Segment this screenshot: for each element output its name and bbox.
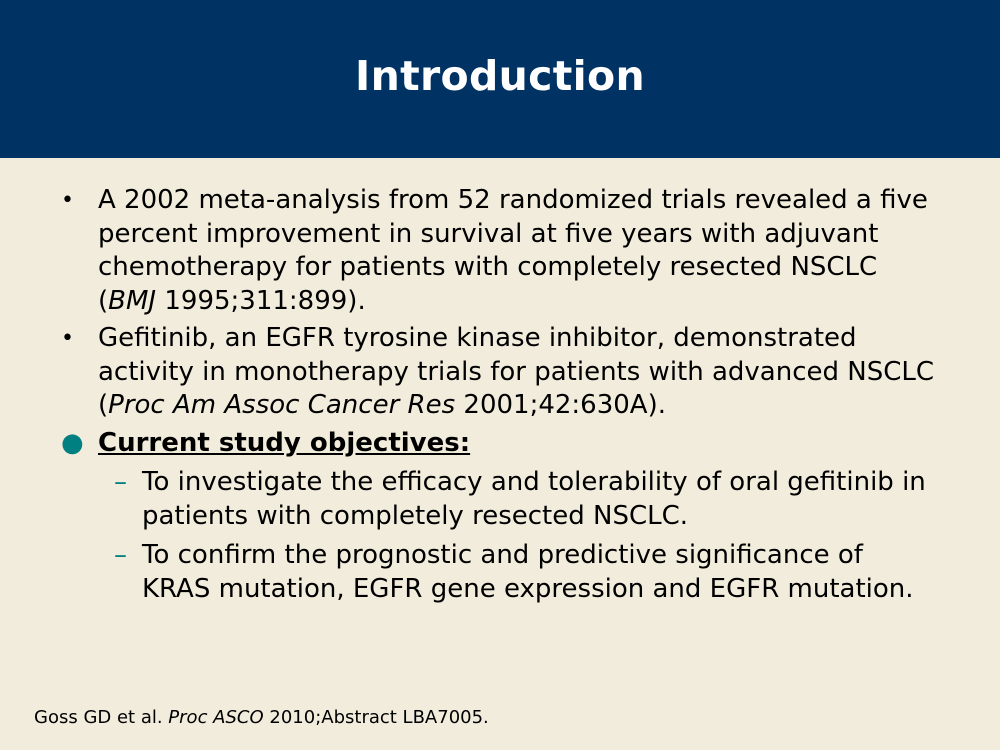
bullet-marker: • [61,326,74,351]
footer-journal: Proc ASCO [168,707,264,728]
bullet-item-objectives: ● Current study objectives: [56,427,936,461]
title-bar: Introduction [0,0,1000,158]
bullet-item-gefitinib: • Gefitinib, an EGFR tyrosine kinase inh… [56,322,936,423]
objective-text: To investigate the efficacy and tolerabi… [142,467,926,531]
slide-title: Introduction [355,52,645,100]
footer-citation: Goss GD et al. Proc ASCO 2010;Abstract L… [34,706,489,730]
dash-marker: – [114,540,127,570]
bullet-marker-teal: ● [61,427,84,458]
bullet-text: Gefitinib, an EGFR tyrosine kinase inhib… [98,323,935,420]
objective-item-prognostic: – To confirm the prognostic and predicti… [56,539,936,606]
footer-text-end: 2010;Abstract LBA7005. [263,707,489,728]
bullet-text-end: 2001;42:630A). [455,390,666,420]
bullet-item-meta-analysis: • A 2002 meta-analysis from 52 randomize… [56,184,936,318]
bullet-marker: • [61,188,74,213]
objective-text: To confirm the prognostic and predictive… [142,540,914,604]
footer-text: Goss GD et al. [34,707,169,728]
bullet-citation: Proc Am Assoc Cancer Res [108,390,456,420]
slide-content: • A 2002 meta-analysis from 52 randomize… [56,184,936,608]
objective-item-efficacy: – To investigate the efficacy and tolera… [56,466,936,533]
bullet-text: A 2002 meta-analysis from 52 randomized … [98,185,928,316]
objectives-heading: Current study objectives: [98,427,471,458]
bullet-text-end: 1995;311:899). [156,285,366,316]
bullet-citation: BMJ [108,285,157,316]
dash-marker: – [114,467,127,497]
